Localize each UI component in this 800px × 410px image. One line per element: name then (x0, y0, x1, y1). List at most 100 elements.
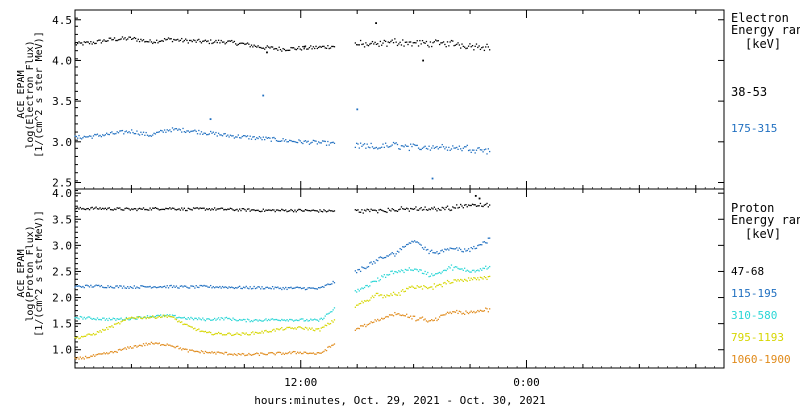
data-point (258, 210, 261, 213)
data-point (463, 278, 466, 281)
data-point (369, 322, 371, 325)
data-point (329, 142, 332, 144)
data-point (120, 349, 122, 351)
data-point (269, 330, 271, 333)
data-point (394, 38, 396, 40)
data-point (161, 316, 163, 318)
data-point (448, 208, 450, 210)
data-point (432, 274, 434, 277)
data-point (454, 311, 457, 313)
data-point (370, 42, 372, 45)
data-point (435, 317, 437, 319)
y-tick-label: 4.0 (52, 187, 72, 200)
data-point (163, 285, 166, 287)
data-point (109, 285, 112, 288)
data-point (102, 134, 104, 136)
data-point (312, 139, 315, 142)
data-point (461, 313, 463, 315)
data-point (428, 275, 430, 278)
data-point (150, 341, 153, 344)
data-point (327, 45, 329, 47)
data-point (320, 317, 322, 319)
data-point (423, 208, 425, 211)
data-point (279, 287, 282, 289)
data-point (128, 319, 130, 321)
data-point (242, 286, 245, 288)
data-point (237, 210, 239, 212)
data-point (333, 319, 336, 321)
data-point (125, 317, 128, 320)
data-point (84, 41, 87, 44)
data-point (182, 323, 184, 326)
data-point (433, 147, 436, 149)
data-point (461, 250, 463, 253)
data-point (138, 207, 141, 210)
data-point (388, 273, 391, 276)
data-point (320, 210, 322, 213)
data-point (113, 133, 116, 135)
data-point (469, 271, 471, 273)
data-point (300, 49, 303, 51)
data-point (258, 46, 261, 49)
data-point (207, 133, 209, 136)
data-point (404, 290, 407, 292)
data-point (134, 317, 137, 320)
data-point (152, 134, 154, 136)
data-point (148, 343, 150, 345)
data-point (396, 44, 399, 47)
data-point (404, 315, 407, 317)
data-point (191, 40, 193, 43)
data-point (169, 207, 171, 209)
data-point (269, 319, 271, 322)
data-point (149, 39, 151, 41)
data-point (407, 145, 409, 148)
data-point (378, 280, 380, 282)
x-tick-label: 12:00 (284, 376, 317, 389)
data-point (470, 204, 472, 207)
data-point (98, 284, 100, 287)
data-point (409, 41, 412, 43)
data-point (308, 287, 311, 289)
data-point (141, 208, 143, 210)
plot-frame-electron (74, 9, 725, 190)
data-point (431, 249, 433, 251)
data-point (323, 350, 325, 353)
data-point (235, 319, 237, 321)
data-point (354, 270, 356, 272)
data-point (78, 134, 80, 137)
data-point (319, 45, 321, 48)
data-point (98, 135, 100, 137)
data-point (457, 207, 459, 209)
x-axis-label: hours:minutes, Oct. 29, 2021 - Oct. 30, … (254, 394, 545, 407)
data-point (314, 353, 316, 355)
data-point (370, 208, 372, 210)
data-point (194, 287, 196, 289)
data-point (319, 287, 321, 289)
data-point (96, 284, 99, 287)
data-point (227, 317, 229, 320)
data-point (421, 288, 424, 290)
data-point (396, 210, 399, 212)
data-point (314, 209, 316, 212)
data-point (156, 39, 158, 41)
data-point (137, 133, 139, 135)
data-point (274, 210, 276, 213)
data-point (390, 145, 392, 147)
data-point (157, 42, 159, 44)
data-point (265, 354, 267, 356)
data-point (250, 332, 253, 334)
data-point (390, 40, 392, 43)
data-point (170, 345, 172, 347)
data-point (152, 315, 154, 317)
data-point (428, 252, 430, 255)
data-point (391, 144, 393, 146)
data-point (148, 41, 150, 43)
data-point (419, 148, 421, 151)
data-point (290, 327, 292, 330)
data-point (279, 351, 282, 354)
data-point (158, 40, 160, 43)
data-point (121, 209, 124, 211)
data-point (186, 286, 188, 288)
data-point (248, 43, 250, 45)
data-point (267, 209, 270, 211)
